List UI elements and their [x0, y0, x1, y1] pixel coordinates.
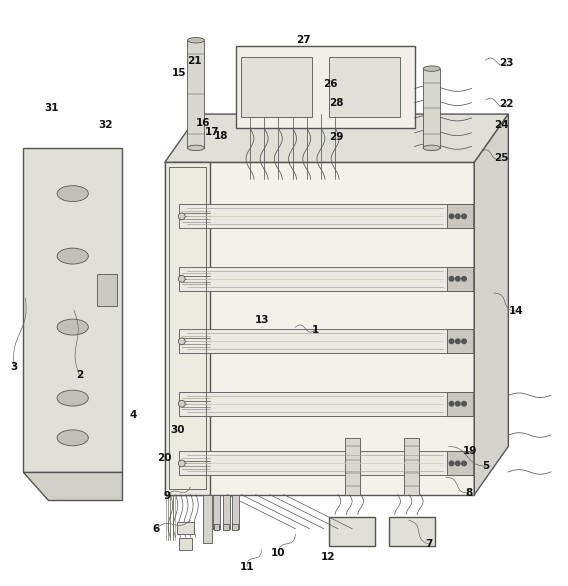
Circle shape — [178, 213, 185, 220]
Text: 15: 15 — [172, 67, 186, 77]
Circle shape — [449, 214, 454, 219]
Polygon shape — [165, 114, 508, 162]
Text: 20: 20 — [157, 453, 172, 463]
Bar — [179, 392, 474, 415]
Circle shape — [178, 275, 185, 282]
Circle shape — [178, 400, 185, 407]
Bar — [177, 522, 194, 534]
Text: 29: 29 — [329, 132, 344, 142]
Circle shape — [462, 214, 466, 219]
Text: 2: 2 — [76, 370, 83, 380]
Bar — [203, 495, 212, 543]
Circle shape — [178, 338, 185, 345]
Bar — [447, 392, 473, 415]
Polygon shape — [165, 162, 474, 495]
Polygon shape — [23, 472, 122, 500]
Bar — [447, 451, 473, 475]
Text: 13: 13 — [255, 315, 270, 325]
Bar — [179, 329, 474, 353]
Circle shape — [456, 339, 460, 343]
Text: 24: 24 — [494, 121, 508, 131]
Text: 7: 7 — [425, 539, 432, 549]
Circle shape — [449, 401, 454, 406]
Bar — [214, 524, 219, 530]
Circle shape — [449, 461, 454, 466]
Circle shape — [178, 460, 185, 467]
Circle shape — [449, 277, 454, 281]
Bar — [165, 162, 210, 495]
Ellipse shape — [187, 145, 204, 151]
Text: 26: 26 — [323, 79, 338, 89]
Bar — [232, 524, 238, 530]
Circle shape — [456, 401, 460, 406]
Text: 6: 6 — [153, 524, 160, 534]
Polygon shape — [23, 148, 122, 472]
Text: 30: 30 — [170, 425, 185, 435]
Text: 27: 27 — [296, 35, 311, 45]
Bar — [423, 69, 440, 148]
Bar — [223, 495, 230, 529]
Text: 10: 10 — [271, 548, 286, 558]
Text: 9: 9 — [164, 491, 171, 502]
Bar — [345, 438, 360, 495]
Circle shape — [456, 277, 460, 281]
Text: 14: 14 — [508, 306, 523, 316]
Circle shape — [456, 214, 460, 219]
Bar — [404, 438, 419, 495]
Bar — [187, 40, 204, 148]
Bar — [447, 329, 473, 353]
Text: 12: 12 — [321, 552, 336, 562]
Bar — [179, 205, 474, 229]
Ellipse shape — [57, 186, 89, 202]
Bar — [179, 451, 474, 475]
Ellipse shape — [57, 390, 89, 406]
Ellipse shape — [423, 145, 440, 151]
Circle shape — [462, 277, 466, 281]
Bar — [232, 495, 239, 529]
Bar — [97, 274, 117, 306]
Text: 18: 18 — [214, 131, 229, 141]
Text: 8: 8 — [465, 488, 472, 498]
Circle shape — [449, 339, 454, 343]
Bar — [223, 524, 229, 530]
Text: 31: 31 — [44, 103, 59, 114]
Text: 25: 25 — [494, 153, 508, 163]
Circle shape — [462, 339, 466, 343]
Text: 21: 21 — [187, 56, 202, 66]
Text: 4: 4 — [130, 410, 137, 420]
Text: 32: 32 — [98, 121, 112, 131]
Text: 22: 22 — [499, 100, 514, 110]
Bar — [241, 57, 312, 117]
Text: 3: 3 — [11, 362, 18, 372]
Ellipse shape — [187, 38, 204, 43]
Bar — [236, 46, 415, 128]
Bar — [179, 267, 474, 291]
Text: 5: 5 — [482, 461, 489, 471]
Circle shape — [462, 401, 466, 406]
Ellipse shape — [423, 66, 440, 71]
Ellipse shape — [57, 248, 89, 264]
Bar — [169, 167, 206, 489]
Bar — [447, 205, 473, 229]
Bar — [389, 517, 435, 546]
Text: 23: 23 — [499, 58, 514, 68]
Ellipse shape — [57, 430, 89, 446]
Text: 11: 11 — [240, 562, 254, 572]
Bar — [329, 57, 400, 117]
Text: 17: 17 — [204, 127, 219, 137]
Polygon shape — [474, 114, 508, 495]
Text: 1: 1 — [312, 325, 319, 335]
Text: 19: 19 — [463, 446, 478, 456]
Ellipse shape — [57, 319, 89, 335]
Bar — [179, 538, 192, 550]
Text: 16: 16 — [196, 118, 211, 128]
Circle shape — [462, 461, 466, 466]
Circle shape — [456, 461, 460, 466]
Bar — [329, 517, 375, 546]
Bar — [213, 495, 220, 529]
Bar — [447, 267, 473, 291]
Text: 28: 28 — [329, 98, 344, 108]
